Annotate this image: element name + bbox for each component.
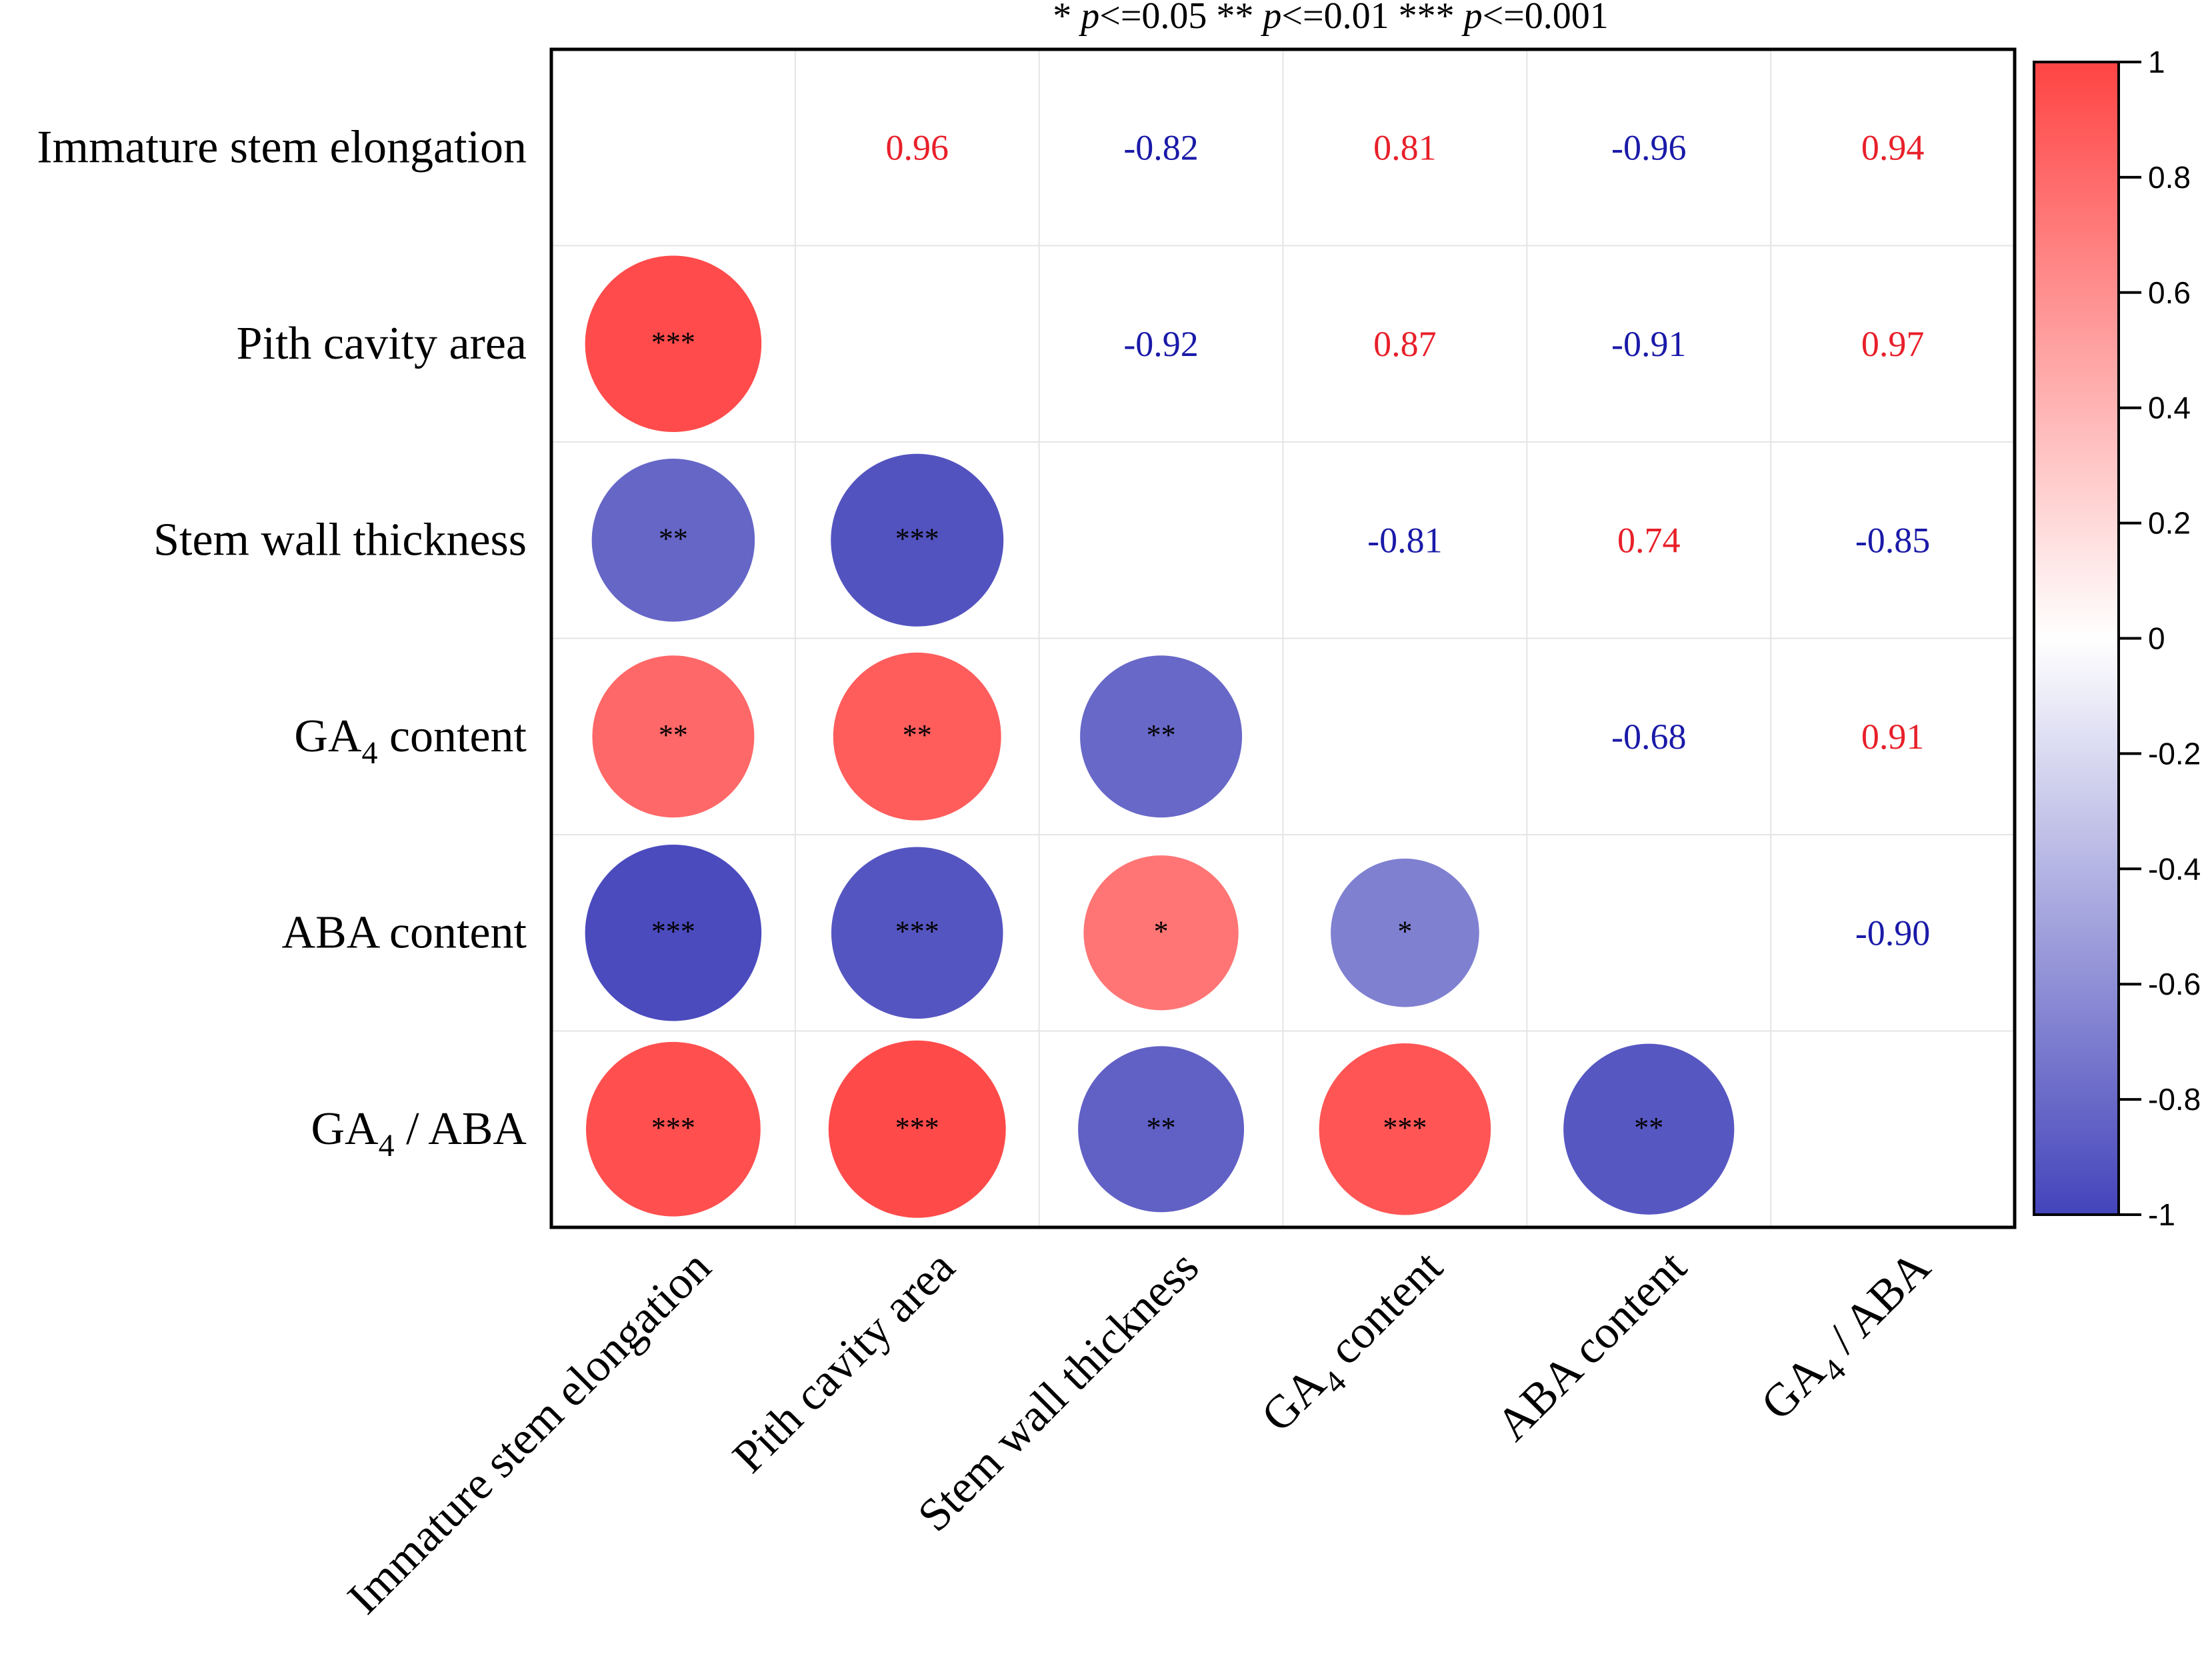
correlation-circle (831, 453, 1004, 627)
correlation-circle (1078, 1046, 1245, 1213)
correlation-circle (586, 1041, 761, 1217)
colorbar-tick-label: 0.8 (2148, 160, 2191, 195)
legend-stars: * (1053, 0, 1081, 37)
y-axis-label: Pith cavity area (237, 318, 527, 369)
correlation-value: -0.85 (1855, 520, 1930, 560)
correlation-circle (831, 847, 1003, 1019)
legend-stars: *** (1389, 0, 1464, 37)
legend-threshold: <=0.001 (1483, 0, 1609, 37)
significance-stars: ** (659, 719, 688, 751)
correlation-value: -0.81 (1367, 520, 1442, 560)
significance-stars: *** (651, 1111, 695, 1144)
correlation-circle (585, 844, 762, 1021)
correlation-value: -0.96 (1611, 127, 1686, 167)
significance-stars: * (1154, 915, 1169, 947)
colorbar-tick-label: 0 (2148, 621, 2165, 656)
significance-stars: * (1397, 915, 1412, 947)
legend-p: p (1078, 0, 1099, 37)
significance-legend: * p<=0.05 ** p<=0.01 *** p<=0.001 (1053, 0, 1609, 37)
correlation-value: 0.74 (1617, 520, 1681, 560)
legend-stars: ** (1207, 0, 1263, 37)
x-axis-label: Pith cavity area (723, 1241, 965, 1483)
significance-stars: ** (1634, 1111, 1663, 1144)
correlation-value: 0.87 (1373, 324, 1437, 364)
correlation-circle (585, 255, 762, 433)
colorbar-tick-label: 1 (2148, 45, 2165, 79)
colorbar-tick-label: 0.4 (2148, 391, 2191, 425)
grid-lines (551, 49, 2015, 1227)
correlation-circle (1563, 1043, 1735, 1215)
significance-stars: ** (1147, 1111, 1176, 1144)
colorbar-tick-label: -0.8 (2148, 1082, 2201, 1117)
correlation-circle (828, 1040, 1006, 1218)
correlation-circle (1331, 858, 1479, 1007)
x-axis-labels: Immature stem elongation Pith cavity area… (338, 1241, 1947, 1624)
y-axis-label: GA4 content (294, 711, 527, 771)
legend-threshold: <=0.05 (1099, 0, 1207, 37)
y-axis-label: GA4 / ABA (311, 1103, 527, 1163)
correlation-circle (1080, 655, 1243, 818)
significance-stars: ** (1147, 719, 1176, 751)
significance-legend-text: * p<=0.05 ** p<=0.01 *** p<=0.001 (1053, 0, 1609, 37)
significance-stars: *** (651, 326, 695, 359)
correlation-value: 0.94 (1861, 127, 1925, 167)
x-axis-label: GA4 / ABA (1751, 1241, 1947, 1437)
x-axis-label: GA4 content (1252, 1241, 1459, 1448)
significance-stars: *** (895, 1111, 939, 1144)
legend-p: p (1461, 0, 1483, 37)
colorbar-tick-label: -0.6 (2148, 967, 2201, 1001)
cells: 0.96 -0.82 0.81 -0.96 0.94*** -0.92 0.87 -0.91 0… (585, 127, 1930, 1218)
significance-stars: ** (903, 719, 932, 751)
significance-stars: ** (659, 522, 688, 555)
correlation-value: 0.97 (1861, 324, 1925, 364)
colorbar: 1 0.8 0.6 0.4 0.2 0 -0.2 -0.4 -0.6 -0.8 -1 (2033, 45, 2201, 1232)
correlation-value: -0.92 (1123, 324, 1198, 364)
y-axis-label: Immature stem elongation (37, 121, 527, 173)
legend-threshold: <=0.01 (1281, 0, 1389, 37)
significance-stars: *** (895, 522, 939, 555)
colorbar-tick-label: -0.4 (2148, 851, 2201, 886)
y-axis-label: Stem wall thickness (153, 514, 527, 565)
x-axis-label: ABA content (1487, 1241, 1697, 1451)
correlation-circle (1083, 855, 1239, 1011)
y-axis-label: ABA content (282, 907, 527, 958)
correlation-value: -0.91 (1611, 324, 1686, 364)
colorbar-tick-label: 0.2 (2148, 506, 2191, 541)
plot-frame (549, 47, 2017, 1229)
correlation-value: -0.68 (1611, 717, 1686, 757)
colorbar-tick-label: -1 (2148, 1197, 2175, 1232)
correlation-circle (1319, 1043, 1491, 1215)
correlation-circle (591, 459, 755, 622)
correlation-value: 0.96 (886, 127, 949, 167)
correlation-circle (592, 655, 755, 818)
correlation-value: -0.82 (1123, 127, 1198, 167)
correlation-value: -0.90 (1855, 913, 1930, 953)
significance-stars: *** (1383, 1111, 1427, 1144)
significance-stars: *** (895, 915, 939, 947)
x-axis-label: Immature stem elongation (338, 1241, 721, 1624)
correlation-value: 0.91 (1861, 717, 1925, 757)
legend-p: p (1260, 0, 1281, 37)
colorbar-gradient (2033, 61, 2120, 1216)
significance-stars: *** (651, 915, 695, 947)
colorbar-tick-label: -0.2 (2148, 736, 2201, 771)
colorbar-tick-label: 0.6 (2148, 275, 2191, 310)
correlation-circle (833, 652, 1001, 821)
correlation-value: 0.81 (1373, 127, 1437, 167)
y-axis-labels: Immature stem elongation Pith cavity area… (37, 121, 527, 1163)
